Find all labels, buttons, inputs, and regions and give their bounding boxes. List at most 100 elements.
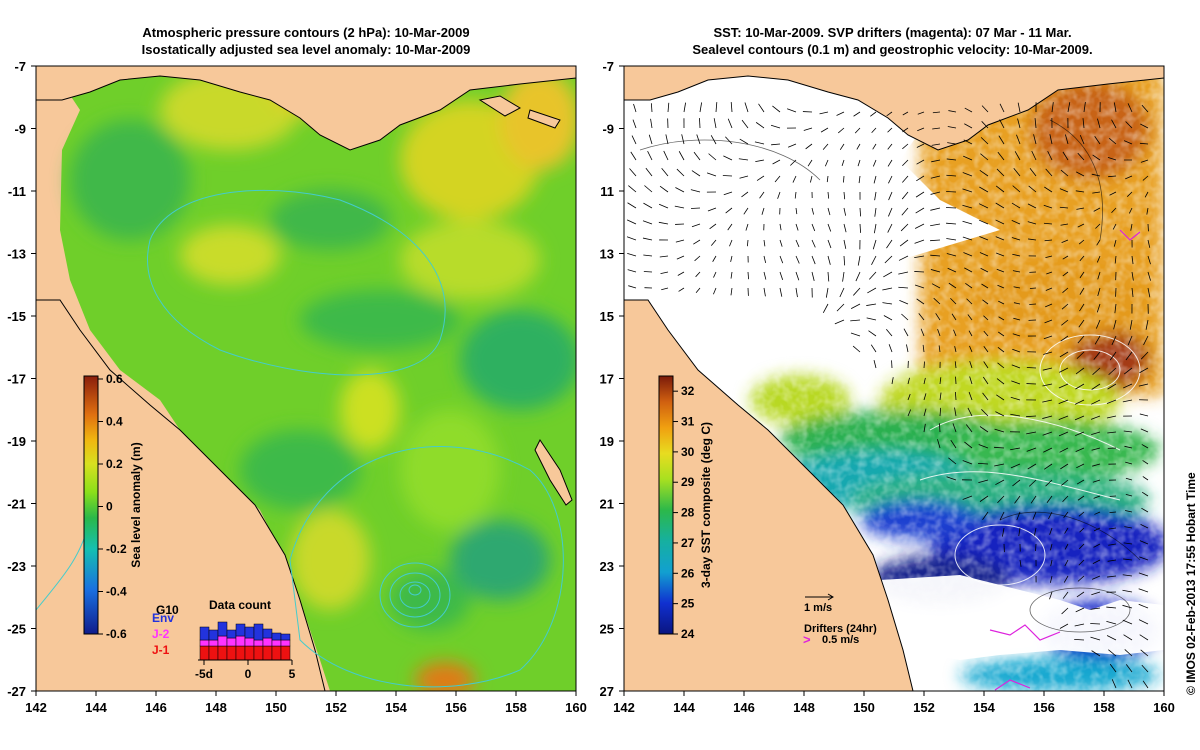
velocity-vector (770, 124, 781, 129)
velocity-vector (873, 175, 877, 184)
velocity-vector (872, 159, 877, 167)
velocity-vector (1145, 319, 1149, 330)
velocity-vector (1062, 495, 1069, 503)
velocity-vector (947, 267, 957, 273)
y-tick-label: -9 (602, 122, 614, 137)
left-y-axis: -7 -9 -11 -13 -15 -17 -19 -21 -23 -25 -27 (7, 59, 36, 699)
velocity-vector (937, 439, 941, 449)
velocity-vector (1045, 287, 1053, 291)
inset-bar-segment (262, 637, 273, 647)
sst-colorbar-ticks: 32 31 30 29 28 27 26 25 24 (673, 384, 695, 641)
velocity-vector (1123, 430, 1133, 433)
velocity-vector (1042, 431, 1053, 436)
velocity-vector (730, 271, 733, 279)
velocity-vector (946, 222, 957, 225)
velocity-vector (676, 168, 685, 177)
velocity-vector (980, 137, 989, 145)
velocity-vector (1013, 317, 1021, 321)
velocity-vector (1141, 491, 1149, 497)
velocity-vector (1078, 543, 1085, 550)
velocity-vector (1062, 591, 1069, 599)
velocity-vector (932, 111, 941, 114)
velocity-vector (980, 153, 989, 161)
velocity-vector (1138, 588, 1149, 593)
velocity-vector (1075, 367, 1085, 375)
velocity-vector (930, 191, 941, 195)
velocity-vector (827, 255, 831, 265)
velocity-vector (1129, 319, 1133, 330)
velocity-vector (1063, 511, 1069, 519)
velocity-scale-arrow (805, 593, 834, 601)
velocity-vector (888, 175, 893, 184)
velocity-vector (1011, 237, 1021, 241)
velocity-vector (873, 223, 877, 234)
velocity-vector (1147, 255, 1151, 265)
velocity-vector (691, 170, 701, 177)
colorbar-tick-label: 31 (681, 415, 695, 429)
velocity-vector (1122, 619, 1133, 625)
velocity-vector (1065, 134, 1069, 145)
velocity-vector (738, 158, 749, 161)
velocity-vector (730, 287, 733, 296)
colorbar-tick-label: 27 (681, 536, 695, 550)
velocity-vector (1059, 351, 1069, 358)
velocity-vector (902, 143, 909, 150)
inset-bar-segment (253, 623, 264, 641)
velocity-vector (836, 303, 845, 312)
velocity-vector (709, 223, 717, 230)
velocity-vector (948, 457, 957, 465)
velocity-vector (901, 313, 909, 321)
velocity-vector (1092, 559, 1101, 564)
velocity-vector (1079, 255, 1085, 262)
velocity-vector (805, 143, 813, 150)
velocity-vector (747, 271, 749, 280)
velocity-vector (1112, 223, 1117, 230)
velocity-vector (712, 255, 717, 262)
velocity-vector (994, 463, 1005, 467)
velocity-vector (871, 127, 877, 134)
velocity-vector (1111, 335, 1117, 346)
velocity-vector (1125, 175, 1133, 180)
velocity-vector (1123, 383, 1133, 389)
velocity-vector (1074, 623, 1085, 627)
sla-colorbar-ticks: 0.6 0.4 0.2 0 -0.2 -0.4 -0.6 (98, 372, 127, 641)
velocity-vector (979, 495, 989, 502)
x-tick-label: 154 (385, 700, 407, 715)
velocity-vector (946, 174, 957, 177)
velocity-vector (1044, 319, 1053, 324)
velocity-vector (996, 394, 1005, 401)
velocity-vector (930, 254, 941, 257)
velocity-vector (1107, 157, 1117, 161)
y-tick-label: -7 (602, 59, 614, 74)
velocity-vector (1060, 169, 1069, 177)
velocity-vector (982, 376, 989, 385)
velocity-vector (1142, 476, 1149, 481)
velocity-vector (839, 143, 845, 151)
y-tick-label: -13 (600, 247, 614, 262)
inset-mission-label: J-2 (152, 627, 170, 641)
velocity-vector (1075, 431, 1085, 436)
inset-bar-segment (280, 645, 291, 661)
data-count-inset (198, 612, 292, 661)
velocity-vector (962, 188, 973, 193)
inset-bar-segment (217, 645, 228, 661)
velocity-vector (1043, 204, 1053, 209)
velocity-vector (914, 239, 925, 244)
velocity-vector (695, 287, 701, 294)
velocity-vector (1090, 415, 1101, 420)
velocity-vector (962, 460, 973, 465)
velocity-vector (930, 239, 941, 242)
velocity-vector (962, 220, 973, 225)
velocity-vector (902, 175, 909, 183)
velocity-vector (1026, 431, 1037, 435)
y-tick-label: -23 (600, 559, 614, 574)
velocity-vector (1011, 380, 1021, 385)
velocity-vector (1012, 348, 1021, 353)
velocity-vector (713, 118, 717, 129)
velocity-vector (907, 409, 912, 417)
inset-bar-segment (262, 645, 273, 661)
velocity-vector (981, 409, 989, 417)
velocity-vector (1067, 102, 1071, 113)
velocity-vector (995, 236, 1005, 241)
velocity-vector (723, 191, 733, 196)
